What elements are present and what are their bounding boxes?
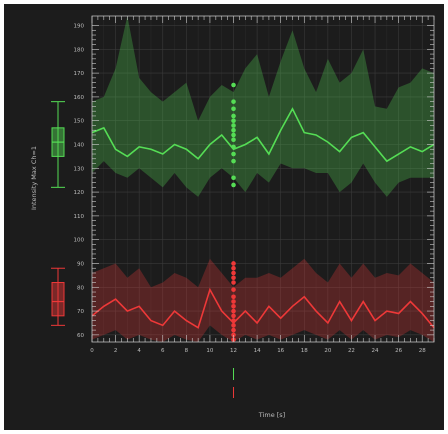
series-red-point xyxy=(231,270,236,276)
series-green-point xyxy=(231,106,236,112)
x-tick-label: 26 xyxy=(395,348,402,354)
series-green-point xyxy=(231,118,236,124)
y-tick-label: 120 xyxy=(74,190,85,196)
y-tick-label: 130 xyxy=(74,166,85,172)
y-tick-label: 100 xyxy=(74,238,85,244)
y-tick-label: 110 xyxy=(74,214,85,220)
x-tick-label: 8 xyxy=(185,348,189,354)
series-red-point xyxy=(231,294,236,300)
series-green-point xyxy=(231,158,236,164)
series-green-point xyxy=(231,144,236,150)
series-red-point xyxy=(231,308,236,314)
chart-frame: 0 2 4 6 8 10 12 14 16 18 20 22 24 26 28 60 70 80 90 100 110 1… xyxy=(4,4,444,430)
x-tick-label: 28 xyxy=(419,348,426,354)
box-red-body xyxy=(51,282,65,317)
x-tick-label: 24 xyxy=(372,348,379,354)
series-red-point xyxy=(231,261,236,266)
chart-background xyxy=(4,4,444,430)
y-tick-label: 190 xyxy=(74,24,85,30)
x-tick-label: 4 xyxy=(137,348,141,354)
y-tick-label: 90 xyxy=(77,261,84,267)
x-tick-label: 16 xyxy=(277,348,284,354)
series-red-point xyxy=(231,280,236,285)
x-tick-label: 22 xyxy=(348,348,355,354)
y-tick-label: 70 xyxy=(77,309,84,315)
series-green-point xyxy=(231,182,236,188)
series-red-point xyxy=(231,275,236,281)
series-red-point xyxy=(231,318,236,323)
series-green-point xyxy=(231,151,236,157)
series-green-point xyxy=(231,132,236,138)
y-tick-label: 150 xyxy=(74,119,85,125)
x-tick-label: 20 xyxy=(324,348,331,354)
series-green-point xyxy=(231,137,236,143)
axes: 0 2 4 6 8 10 12 14 16 18 20 22 24 26 28607080901001101… xyxy=(74,15,435,354)
series-red-point xyxy=(231,327,236,333)
time-series-chart: 0 2 4 6 8 10 12 14 16 18 20 22 24 26 28607080901001101… xyxy=(4,4,444,430)
series-green-point xyxy=(231,99,236,104)
y-tick-label: 180 xyxy=(74,47,85,53)
x-tick-label: 2 xyxy=(114,348,118,354)
x-tick-label: 14 xyxy=(254,348,261,354)
series-green-point xyxy=(231,127,236,133)
x-tick-label: 12 xyxy=(230,348,237,354)
series-red-mean-line xyxy=(91,287,435,329)
x-tick-label: 10 xyxy=(206,348,213,354)
mean-lines xyxy=(91,107,435,329)
scatter-points xyxy=(231,82,236,342)
x-axis-label: Time [s] xyxy=(258,411,285,419)
series-green-band xyxy=(92,16,434,197)
series-green-mean-line xyxy=(91,107,435,163)
y-axis-label: Intensity Max Ch=1 xyxy=(30,146,38,210)
series-red-point xyxy=(231,313,236,319)
y-tick-label: 170 xyxy=(74,71,85,77)
confidence-bands xyxy=(92,16,434,342)
series-green-point xyxy=(231,123,236,128)
series-green-point xyxy=(231,82,236,88)
grid xyxy=(91,16,434,342)
series-red-point xyxy=(231,299,236,304)
series-green-point xyxy=(231,113,236,119)
y-tick-label: 160 xyxy=(74,95,85,101)
y-tick-label: 140 xyxy=(74,142,85,148)
x-tick-label: 6 xyxy=(161,348,165,354)
y-tick-label: 60 xyxy=(77,333,84,339)
box-plots xyxy=(51,101,235,398)
series-red-point xyxy=(231,332,236,338)
series-red-band xyxy=(92,258,434,342)
series-red-point xyxy=(231,323,236,328)
y-tick-label: 80 xyxy=(77,285,84,291)
series-red-point xyxy=(231,304,236,309)
series-red-point xyxy=(231,287,236,292)
series-green-point xyxy=(231,175,236,181)
x-tick-label: 0 xyxy=(90,348,94,354)
x-tick-label: 18 xyxy=(301,348,308,354)
series-red-point xyxy=(231,265,236,271)
